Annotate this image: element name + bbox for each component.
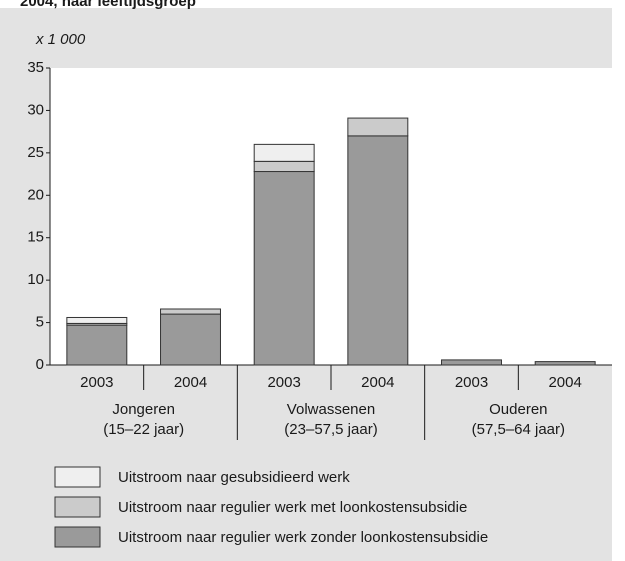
bar-segment <box>253 160 315 173</box>
x-tick-label: 2004 <box>174 374 207 391</box>
bar-segment <box>66 324 128 366</box>
legend-label: Uitstroom naar regulier werk zonder loon… <box>118 529 488 546</box>
legend-swatch <box>54 496 101 518</box>
legend-label: Uitstroom naar regulier werk met loonkos… <box>118 499 467 516</box>
bar-segment <box>534 361 596 366</box>
legend-swatch <box>54 466 101 488</box>
group-sublabel: (23–57,5 jaar) <box>284 421 377 438</box>
bar-segment <box>160 313 221 366</box>
unit-label: x 1 000 <box>35 31 86 48</box>
group-label: Ouderen <box>489 401 547 418</box>
x-tick-label: 2003 <box>267 374 300 391</box>
group-label: Volwassenen <box>287 401 375 418</box>
bar-segment <box>441 359 502 366</box>
bar-segment <box>160 308 221 315</box>
bar-segment <box>253 171 315 366</box>
y-tick-label: 35 <box>27 59 44 76</box>
y-tick-label: 15 <box>27 229 44 246</box>
y-tick-label: 30 <box>27 101 44 118</box>
group-sublabel: (15–22 jaar) <box>103 421 184 438</box>
bar-segment <box>253 143 315 162</box>
chart-title: 2004, naar leeftijdsgroep <box>20 0 196 10</box>
x-tick-label: 2004 <box>361 374 394 391</box>
bar-segment <box>347 135 409 366</box>
y-tick-label: 0 <box>36 356 44 373</box>
y-tick-label: 5 <box>36 314 44 331</box>
y-tick-label: 10 <box>27 271 44 288</box>
group-sublabel: (57,5–64 jaar) <box>472 421 565 438</box>
group-label: Jongeren <box>112 401 175 418</box>
bar-segment <box>347 117 409 137</box>
x-tick-label: 2003 <box>80 374 113 391</box>
legend-label: Uitstroom naar gesubsidieerd werk <box>118 469 350 486</box>
legend-swatch <box>54 526 101 548</box>
y-tick-label: 25 <box>27 144 44 161</box>
y-tick-label: 20 <box>27 186 44 203</box>
plot-area <box>50 68 612 365</box>
x-tick-label: 2003 <box>455 374 488 391</box>
bar-segment <box>66 316 128 324</box>
x-tick-label: 2004 <box>548 374 581 391</box>
